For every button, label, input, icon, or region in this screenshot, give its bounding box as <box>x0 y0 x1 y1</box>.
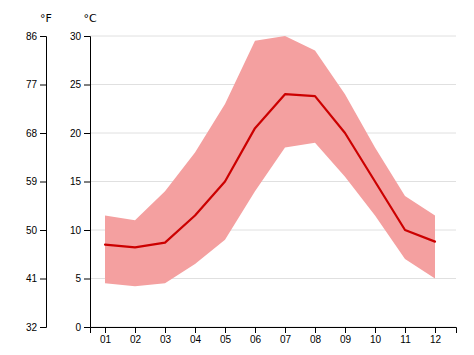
tick-mark <box>375 327 376 333</box>
tick-label: 20 <box>70 128 82 139</box>
tick: 25 <box>70 79 90 90</box>
tick: 01 <box>100 327 112 345</box>
tick: 02 <box>130 327 142 345</box>
tick-mark <box>40 327 46 328</box>
tick-label: 41 <box>26 273 38 284</box>
tick: 20 <box>70 128 90 139</box>
tick-label: 86 <box>26 31 38 42</box>
tick-mark <box>40 279 46 280</box>
tick-mark <box>40 85 46 86</box>
tick-label: 77 <box>26 79 38 90</box>
tick: 32 <box>26 322 46 333</box>
tick: 86 <box>26 31 46 42</box>
grid-line <box>90 181 456 182</box>
tick-mark <box>255 327 256 333</box>
tick-label: 03 <box>160 334 172 345</box>
average-line <box>105 94 435 247</box>
tick-label: 04 <box>190 334 202 345</box>
tick-label: 07 <box>280 334 292 345</box>
tick-mark <box>40 133 46 134</box>
grid <box>90 36 456 327</box>
tick-mark <box>195 327 196 333</box>
tick: 30 <box>70 31 90 42</box>
tick: 05 <box>220 327 232 345</box>
y2-axis: 32 41 50 59 68 77 86 <box>26 31 47 333</box>
tick-label: 01 <box>100 334 112 345</box>
tick: 07 <box>280 327 292 345</box>
plot-area <box>105 36 435 286</box>
tick-label: 32 <box>26 322 38 333</box>
tick: 04 <box>190 327 202 345</box>
tick: 12 <box>430 327 442 345</box>
tick-mark <box>225 327 226 333</box>
tick-mark <box>84 279 90 280</box>
tick-mark <box>105 327 106 333</box>
tick: 50 <box>26 225 46 236</box>
axis-line <box>91 328 457 334</box>
tick-mark <box>84 230 90 231</box>
tick-label: 0 <box>75 322 81 333</box>
tick-label: 68 <box>26 128 38 139</box>
tick: 15 <box>70 176 90 187</box>
axis-line <box>84 37 91 328</box>
tick-mark <box>40 182 46 183</box>
tick-label: 06 <box>250 334 262 345</box>
grid-line <box>90 36 456 37</box>
axis-title: °C <box>83 12 97 25</box>
tick-label: 08 <box>310 334 322 345</box>
tick-label: 25 <box>70 79 82 90</box>
tick: 08 <box>310 327 322 345</box>
tick: 5 <box>75 273 90 284</box>
tick-mark <box>435 327 436 333</box>
tick-label: 30 <box>70 31 82 42</box>
tick-mark <box>84 85 90 86</box>
chart: 0102030405060708091011120510152025303241… <box>0 0 474 355</box>
tick-mark <box>40 230 46 231</box>
tick-mark <box>84 182 90 183</box>
tick-label: 10 <box>70 225 82 236</box>
tick-label: 12 <box>430 334 442 345</box>
tick-mark <box>84 36 90 37</box>
tick: 06 <box>250 327 262 345</box>
tick-label: 15 <box>70 176 82 187</box>
x-axis: 01 02 03 04 05 06 07 08 09 10 11 12 <box>91 327 457 345</box>
axis-title: °F <box>40 12 52 25</box>
tick-label: 59 <box>26 176 38 187</box>
tick: 77 <box>26 79 46 90</box>
tick-label: 09 <box>340 334 352 345</box>
tick-mark <box>315 327 316 333</box>
tick-label: 50 <box>26 225 38 236</box>
tick-mark <box>285 327 286 333</box>
tick: 11 <box>400 327 411 345</box>
tick-mark <box>405 327 406 333</box>
tick-mark <box>345 327 346 333</box>
tick-label: 5 <box>75 273 81 284</box>
tick: 0 <box>75 322 90 333</box>
tick-label: 02 <box>130 334 142 345</box>
y-axis: 0 5 10 15 20 25 30 <box>70 31 91 333</box>
tick-label: 05 <box>220 334 232 345</box>
tick-label: 11 <box>400 334 411 345</box>
tick-mark <box>40 36 46 37</box>
tick: 09 <box>340 327 352 345</box>
tick: 10 <box>70 225 90 236</box>
axis-line <box>40 37 47 328</box>
tick: 41 <box>26 273 46 284</box>
tick-label: 10 <box>370 334 382 345</box>
tick: 68 <box>26 128 46 139</box>
tick-mark <box>165 327 166 333</box>
tick-mark <box>84 133 90 134</box>
range-band <box>105 36 435 286</box>
tick-mark <box>135 327 136 333</box>
tick: 03 <box>160 327 172 345</box>
tick-mark <box>84 327 90 328</box>
tick: 59 <box>26 176 46 187</box>
tick: 10 <box>370 327 382 345</box>
